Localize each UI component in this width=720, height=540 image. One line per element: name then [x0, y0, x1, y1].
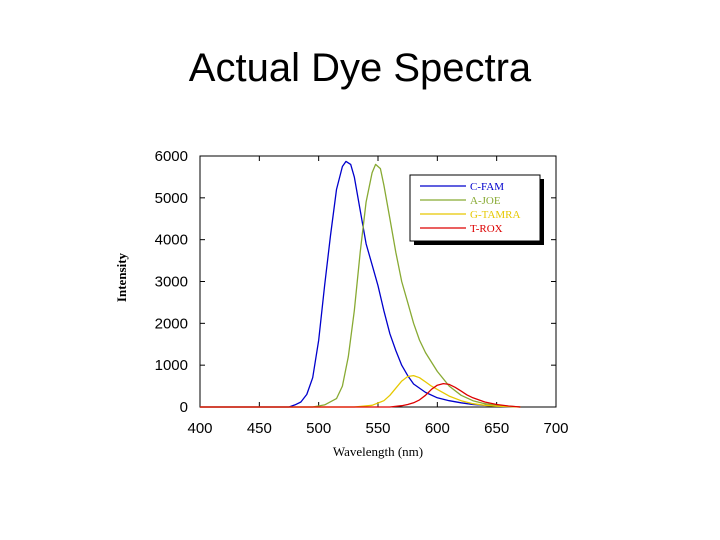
y-tick-label: 5000	[155, 190, 188, 207]
x-tick-label: 500	[306, 420, 331, 437]
legend-label: A-JOE	[470, 195, 501, 207]
y-tick-label: 6000	[155, 148, 188, 165]
y-tick-label: 2000	[155, 315, 188, 332]
x-tick-label: 650	[484, 420, 509, 437]
x-tick-label: 700	[543, 420, 568, 437]
y-tick-label: 1000	[155, 357, 188, 374]
series-line-a-joe	[200, 163, 521, 408]
series-line-t-rox	[200, 382, 521, 408]
legend-label: T-ROX	[470, 223, 503, 235]
x-tick-label: 600	[425, 420, 450, 437]
legend-label: G-TAMRA	[470, 209, 521, 221]
series-line-c-fam	[200, 160, 521, 408]
legend-label: C-FAM	[470, 181, 504, 193]
x-tick-label: 550	[365, 420, 390, 437]
y-tick-label: 4000	[155, 232, 188, 249]
x-tick-label: 400	[187, 420, 212, 437]
y-tick-label: 0	[180, 399, 188, 416]
y-axis-label: Intensity	[114, 252, 129, 302]
slide-title: Actual Dye Spectra	[188, 46, 532, 90]
y-tick-label: 3000	[155, 274, 188, 291]
series-line-g-tamra	[200, 374, 521, 408]
x-tick-label: 450	[247, 420, 272, 437]
x-axis-label: Wavelength (nm)	[333, 444, 423, 459]
